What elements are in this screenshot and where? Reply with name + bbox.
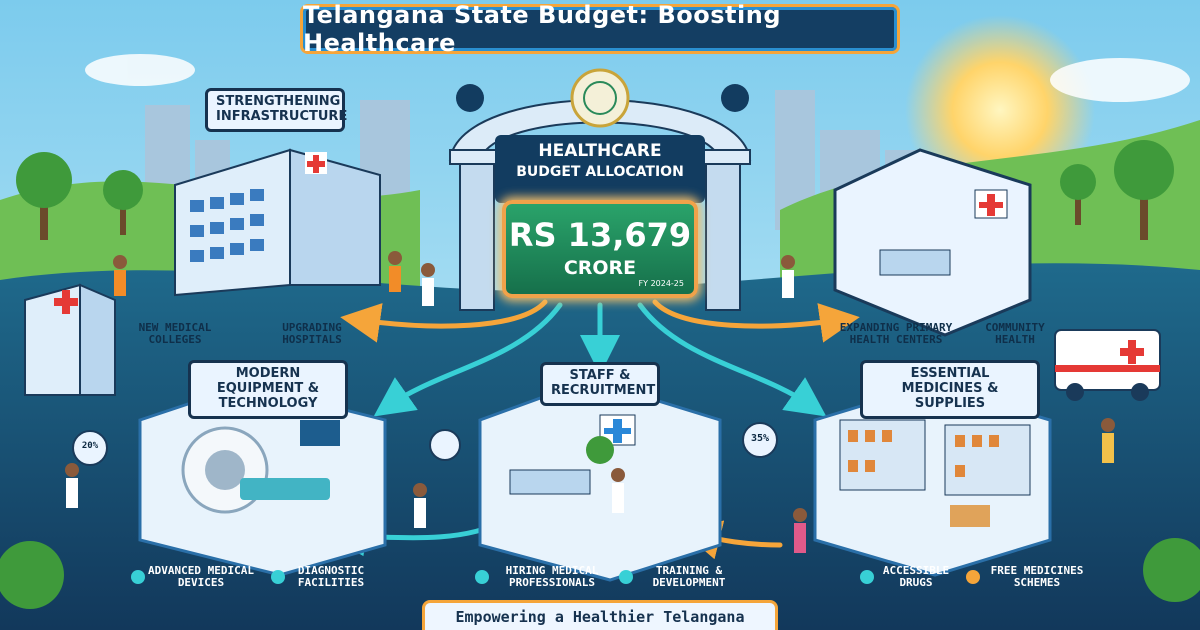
label-community-health: Community Health bbox=[985, 321, 1045, 346]
stethoscope-icon bbox=[475, 570, 489, 584]
budget-amount-box: RS 13,679 CRORE FY 2024-25 bbox=[502, 200, 698, 298]
center-heading-line2: Budget Allocation bbox=[516, 163, 684, 180]
medicines-title: Essential Medicines & Supplies bbox=[860, 360, 1040, 419]
equipment-stat: 20% bbox=[81, 441, 99, 451]
label-diagnostic-facilities: Diagnostic Facilities bbox=[297, 564, 365, 589]
trees bbox=[0, 140, 1200, 609]
page-title: Telangana State Budget: Boosting Healthc… bbox=[303, 1, 781, 57]
infrastructure-title: Strengthening Infrastructure bbox=[205, 88, 347, 132]
center-heading: Healthcare Budget Allocation bbox=[505, 141, 695, 180]
equipment-stat-bubble bbox=[72, 430, 108, 466]
label-advanced-medical-devices: Advanced Medical Devices bbox=[148, 564, 254, 589]
label-new-medical-colleges: New Medical Colleges bbox=[138, 321, 212, 346]
care-hand-icon bbox=[721, 84, 749, 112]
people-icon bbox=[456, 84, 484, 112]
team-icon bbox=[429, 429, 461, 461]
medicines-stat-bubble bbox=[742, 422, 778, 458]
fiscal-year: FY 2024-25 bbox=[638, 279, 684, 288]
state-emblem-icon bbox=[570, 68, 630, 128]
bottom-icons bbox=[131, 570, 980, 584]
label-primary-health-centers: Expanding Primary Health Centers bbox=[839, 321, 953, 346]
people-illustrations bbox=[65, 251, 1115, 553]
microscope-icon bbox=[271, 570, 285, 584]
medicines-stat: 35% bbox=[750, 433, 770, 444]
label-upgrading-hospitals: Upgrading Hospitals bbox=[282, 321, 342, 346]
center-heading-line1: Healthcare bbox=[538, 141, 662, 161]
small-hospital-illustration bbox=[24, 283, 116, 396]
scheme-icon bbox=[966, 570, 980, 584]
budget-amount: RS 13,679 bbox=[508, 216, 692, 254]
primary-health-center-illustration bbox=[833, 148, 1032, 337]
staff-room-illustration bbox=[478, 378, 722, 582]
pill-icon bbox=[860, 570, 874, 584]
staff-title: Staff & Recruitment bbox=[540, 362, 660, 406]
pharmacy-illustration bbox=[813, 383, 1052, 577]
training-icon bbox=[619, 570, 633, 584]
title-banner: Telangana State Budget: Boosting Healthc… bbox=[300, 1, 900, 57]
budget-unit: CRORE bbox=[563, 257, 637, 279]
device-icon bbox=[131, 570, 145, 584]
footer-text: Empowering a Healthier Telangana bbox=[455, 608, 745, 626]
footer-banner: Empowering a Healthier Telangana bbox=[422, 600, 778, 630]
ambulance-illustration bbox=[1054, 329, 1161, 401]
equipment-title: Modern Equipment & Technology bbox=[188, 360, 348, 419]
label-accessible-drugs: Accessible Drugs bbox=[882, 564, 950, 589]
equipment-room-illustration bbox=[138, 383, 387, 577]
hospital-building-illustration bbox=[174, 148, 381, 297]
label-training-development: Training & Development bbox=[652, 564, 726, 589]
label-free-medicines-schemes: Free Medicines Schemes bbox=[990, 564, 1084, 589]
budget-arch bbox=[448, 68, 752, 311]
label-hiring-medical-professionals: Hiring Medical Professionals bbox=[505, 564, 599, 589]
